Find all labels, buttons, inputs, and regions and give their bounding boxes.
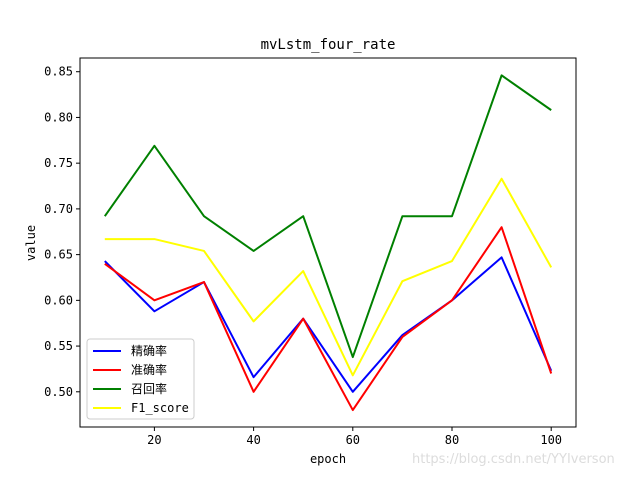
y-tick-label: 0.80 xyxy=(44,110,73,124)
x-tick-label: 80 xyxy=(445,433,459,447)
legend-label-1: 准确率 xyxy=(131,362,167,377)
legend-box xyxy=(86,338,195,420)
y-tick-label: 0.65 xyxy=(44,248,73,262)
legend-label-0: 精确率 xyxy=(131,343,167,358)
x-axis: 20 40 60 80 100 xyxy=(147,427,562,447)
series-line-2 xyxy=(103,74,552,359)
x-tick-label: 60 xyxy=(346,433,360,447)
x-tick-label: 40 xyxy=(246,433,260,447)
legend-label-3: F1_score xyxy=(131,401,189,415)
legend-label-2: 召回率 xyxy=(131,381,167,396)
y-tick-label: 0.75 xyxy=(44,156,73,170)
y-tick-label: 0.70 xyxy=(44,202,73,216)
series-line-1 xyxy=(104,226,553,412)
y-axis-label: value xyxy=(24,225,38,261)
series-line-0 xyxy=(104,256,553,393)
x-tick-label: 20 xyxy=(147,433,161,447)
x-tick-label: 100 xyxy=(540,433,562,447)
y-tick-label: 0.60 xyxy=(44,293,73,307)
watermark: https://blog.csdn.net/YYIverson xyxy=(412,452,615,467)
y-tick-label: 0.85 xyxy=(44,65,73,79)
y-tick-label: 0.55 xyxy=(44,339,73,353)
series-line-3 xyxy=(104,177,553,377)
series-lines xyxy=(103,74,553,412)
y-axis: 0.50 0.55 0.60 0.65 0.70 0.75 0.80 0.85 xyxy=(44,65,80,399)
x-axis-label: epoch xyxy=(310,452,346,466)
y-tick-label: 0.50 xyxy=(44,385,73,399)
chart-title: mvLstm_four_rate xyxy=(261,37,396,53)
